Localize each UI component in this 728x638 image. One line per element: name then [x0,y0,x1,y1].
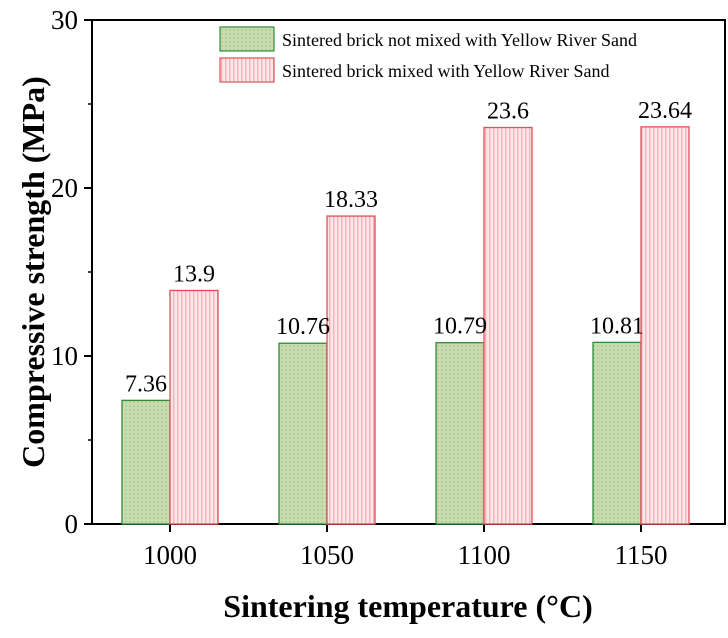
x-tick-label: 1000 [143,540,197,570]
bar-series-1 [592,341,642,525]
legend-label-series-1: Sintered brick not mixed with Yellow Riv… [282,30,637,50]
bar-value-label: 7.36 [125,371,167,397]
bar-series-1 [121,399,171,525]
y-tick-label: 0 [65,509,79,539]
x-axis: 1000 1050 1100 1150 [143,524,668,570]
data-labels: 7.36 10.76 10.79 10.81 13.9 18.33 23.6 23.64 [125,98,692,398]
y-tick-label: 20 [51,173,78,203]
bar-value-label: 10.76 [276,314,330,340]
legend: Sintered brick not mixed with Yellow Riv… [219,26,637,83]
x-axis-title: Sintering temperature (°C) [223,588,592,624]
legend-swatch-series-2 [219,57,275,83]
bar-value-label: 23.6 [487,99,529,125]
y-tick-label: 30 [51,5,78,35]
bar-series-2 [640,126,690,525]
bar-value-label: 13.9 [173,261,215,287]
bar-value-label: 23.64 [638,98,692,124]
legend-swatch-series-1 [219,26,275,52]
legend-label-series-2: Sintered brick mixed with Yellow River S… [282,61,609,81]
bar-series-2 [169,289,219,525]
bar-series-1 [278,342,328,525]
x-tick-label: 1150 [615,540,668,570]
bar-series-2 [483,126,533,525]
bar-series-2 [326,215,376,525]
x-tick-label: 1100 [458,540,511,570]
bar-value-label: 18.33 [324,187,378,213]
x-tick-label: 1050 [300,540,354,570]
y-axis: 0 10 20 30 [51,5,92,539]
bars [121,126,690,525]
bar-series-1 [435,342,485,525]
bar-value-label: 10.79 [433,314,487,340]
y-axis-title: Compressive strength (MPa) [15,76,51,468]
y-tick-label: 10 [51,341,78,371]
bar-value-label: 10.81 [590,313,644,339]
